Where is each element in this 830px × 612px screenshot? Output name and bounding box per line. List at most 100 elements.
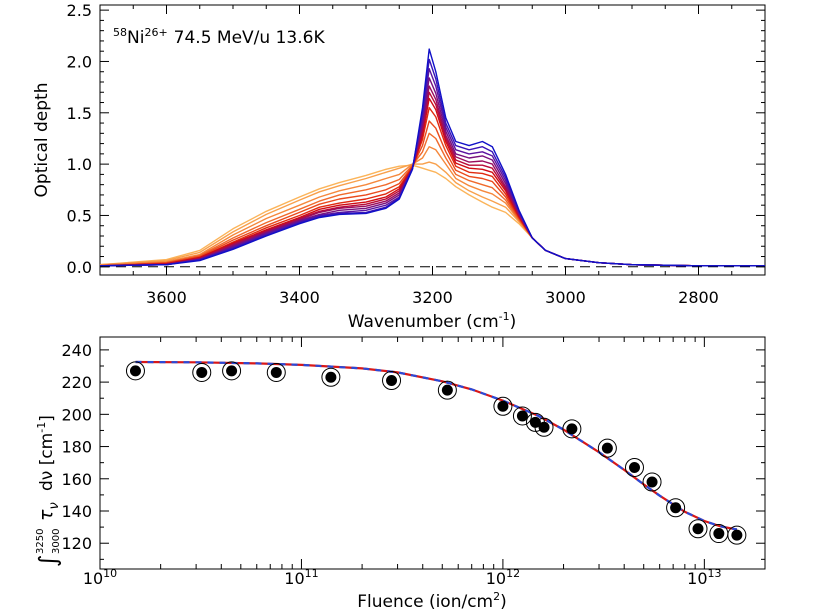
data-point (670, 502, 682, 514)
data-point-ring (642, 472, 662, 492)
data-point-ring (192, 362, 212, 382)
y-tick-label: 0.5 (67, 206, 92, 225)
data-point-ring (512, 406, 532, 426)
y-label-lower-limit: 3000 (51, 529, 62, 554)
fit-curve-group (135, 360, 738, 531)
data-point-ring (727, 525, 747, 545)
fluence-y-tick-label: 140 (61, 502, 92, 521)
data-point-ring (562, 419, 582, 439)
fluence-x-ticks: 1010 1011 1012 1013 (83, 337, 766, 588)
spectrum-line-9 (99, 120, 765, 267)
y-label-rest-main: dν [cm (37, 433, 57, 491)
x-tick-label: 3600 (146, 288, 187, 307)
data-point-ring (688, 519, 708, 539)
annotation-text: 74.5 MeV/u 13.6K (174, 28, 326, 48)
annotation-charge: 26+ (144, 26, 167, 39)
fluence-y-ticks: 120 140 160 180 200 220 240 (61, 341, 765, 560)
y-tick-label: 2.5 (67, 1, 92, 20)
spectrum-panel: 3600 3400 3200 3000 2800 0.00.51.01.52.02.5 … (32, 1, 766, 332)
y-label-rest-exp: -1 (35, 422, 48, 433)
fluence-y-axis-label: ∫ 3250 3000 τν dν [cm-1] (34, 415, 62, 567)
fluence-x-label-main: Fluence (ion/cm (357, 592, 493, 612)
spectrum-line-6 (99, 91, 765, 267)
data-point (529, 416, 541, 428)
y-tick-label: 1.0 (67, 155, 92, 174)
fluence-x-tick-label: 1010 (83, 567, 117, 588)
y-label-tau-symbol: τ (35, 509, 57, 521)
x-tick-label: 3000 (545, 288, 586, 307)
spectrum-y-axis-label: Optical depth (32, 83, 52, 198)
data-point-ring (597, 438, 617, 458)
data-point (713, 528, 725, 540)
data-point-ring (222, 361, 242, 381)
y-label-tau: τν (35, 502, 62, 521)
spectrum-line-11 (99, 145, 765, 267)
x-tick-label: 2800 (678, 288, 719, 307)
fluence-y-tick-label: 160 (61, 470, 92, 489)
spectrum-annotation: 58Ni26+ 74.5 MeV/u 13.6K (113, 26, 325, 48)
data-point (497, 400, 509, 412)
x-label-main: Wavenumber (cm (348, 312, 499, 332)
data-point (646, 476, 658, 488)
data-point (129, 365, 141, 377)
data-point-ring (382, 371, 402, 390)
y-tick-label: 1.5 (67, 104, 92, 123)
spectrum-y-ticks: 0.0 0.5 1.0 1.5 2.0 2.5 (67, 1, 765, 277)
spectrum-line-13 (99, 164, 765, 267)
fluence-y-tick-label: 180 (61, 438, 92, 457)
data-point-ring (125, 361, 145, 381)
fit-curve-blue-dashed (135, 360, 738, 531)
spectrum-x-axis-label: Wavenumber (cm-1) (348, 310, 517, 332)
data-point-ring (624, 458, 644, 477)
y-tick-label: 2.0 (67, 52, 92, 71)
y-label-rest-end: ] (37, 415, 57, 422)
data-point (226, 365, 238, 377)
y-label-tau-subscript: ν (47, 502, 62, 509)
data-point-ring (493, 396, 513, 416)
fluence-y-tick-label: 240 (61, 341, 92, 360)
spectrum-series-group (99, 48, 765, 267)
fluence-x-label-exp: 2 (493, 590, 500, 603)
spectrum-line-1 (99, 48, 765, 267)
x-label-exp: -1 (499, 310, 510, 323)
spectrum-x-ticks: 3600 3400 3200 3000 2800 (99, 5, 766, 307)
fluence-x-axis-label: Fluence (ion/cm2) (357, 590, 507, 612)
spectrum-line-8 (99, 106, 765, 267)
x-tick-label: 3400 (279, 288, 320, 307)
data-point (386, 375, 398, 386)
data-point (601, 442, 613, 454)
x-label-end: ) (510, 312, 517, 332)
y-label-rest: dν [cm-1] (35, 415, 57, 491)
data-point (692, 523, 704, 535)
fluence-x-tick-label: 1013 (687, 567, 721, 588)
data-point (731, 529, 743, 541)
fluence-panel: 1010 1011 1012 1013 120 140 160 180 200 220 240 F… (34, 336, 766, 612)
fluence-y-tick-label: 200 (61, 405, 92, 424)
spectrum-line-7 (99, 97, 765, 267)
data-point-ring (266, 362, 286, 382)
data-point (441, 384, 453, 396)
fluence-x-tick-label: 1012 (486, 567, 520, 588)
fluence-plot-frame (99, 336, 766, 570)
y-label-integral-sign: ∫ (34, 554, 62, 567)
data-point-ring (437, 380, 457, 400)
fluence-y-tick-label: 120 (61, 534, 92, 553)
annotation-mass: 58 (113, 26, 127, 39)
data-point (538, 421, 550, 433)
y-label-upper-limit: 3250 (35, 529, 46, 554)
fluence-x-tick-label: 1011 (284, 567, 318, 588)
data-point-ring (321, 367, 341, 387)
x-tick-label: 3200 (412, 288, 453, 307)
data-point-ring (534, 417, 554, 437)
fluence-y-tick-label: 220 (61, 373, 92, 392)
fluence-x-label-end: ) (500, 592, 507, 612)
data-point (325, 371, 337, 383)
data-point-ring (666, 498, 686, 518)
data-point (270, 366, 282, 378)
data-point (566, 423, 578, 435)
fit-curve-red (135, 360, 738, 531)
data-point (196, 366, 208, 378)
y-tick-label: 0.0 (67, 258, 92, 277)
spectrum-line-10 (99, 132, 765, 267)
